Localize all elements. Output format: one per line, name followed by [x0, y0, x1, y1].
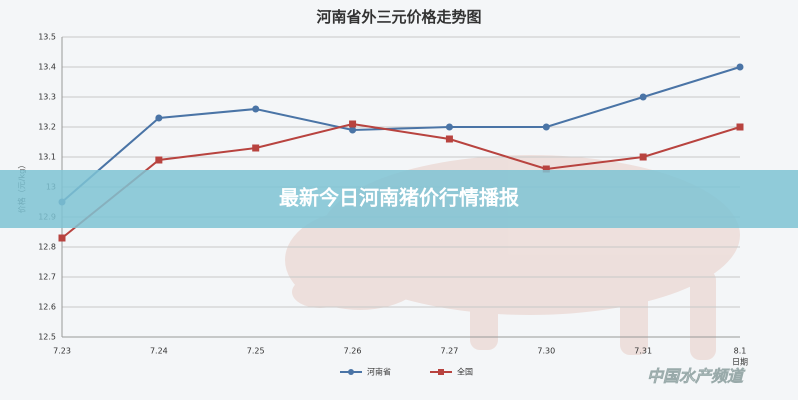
x-tick-label: 7.26: [344, 347, 362, 356]
x-tick-label: 7.27: [441, 347, 459, 356]
series-line: [61, 66, 741, 203]
point: [639, 93, 647, 101]
x-tick-label: 8.1: [734, 347, 747, 356]
legend-label: 河南省: [367, 367, 391, 377]
y-tick-label: 12.8: [38, 243, 56, 252]
y-tick-label: 13.3: [38, 93, 56, 102]
y-tick-label: 13.1: [38, 153, 56, 162]
point: [542, 123, 550, 131]
y-tick-label: 12.5: [38, 333, 56, 342]
point: [252, 105, 260, 113]
watermark: 中国水产频道: [647, 367, 746, 386]
y-tick-label: 12.7: [38, 273, 56, 282]
point: [155, 114, 163, 122]
x-axis-label: 日期: [732, 358, 748, 367]
x-tick-label: 7.30: [537, 347, 555, 356]
x-tick-label: 7.31: [634, 347, 652, 356]
x-tick-label: 7.23: [53, 347, 71, 356]
point: [252, 144, 260, 152]
chart-title: 河南省外三元价格走势图: [316, 8, 481, 26]
point: [445, 135, 453, 143]
point: [736, 63, 744, 71]
point: [445, 123, 453, 131]
point: [542, 165, 550, 173]
y-tick-label: 12.6: [38, 303, 56, 312]
legend-label: 全国: [457, 367, 473, 377]
x-tick-label: 7.25: [247, 347, 265, 356]
plot: 12.512.612.712.812.91313.113.213.313.413…: [38, 33, 746, 377]
y-tick-label: 13.5: [38, 33, 56, 42]
legend-marker: [438, 369, 444, 375]
banner-bg: [0, 170, 798, 228]
point: [639, 153, 647, 161]
point: [736, 123, 744, 131]
point: [58, 234, 66, 242]
point: [349, 120, 357, 128]
point: [349, 126, 357, 134]
y-tick-label: 13.2: [38, 123, 56, 132]
series-line: [61, 122, 741, 239]
y-tick-label: 13.4: [38, 63, 56, 72]
point: [155, 156, 163, 164]
legend-marker: [348, 369, 354, 375]
x-tick-label: 7.24: [150, 347, 168, 356]
banner-title: 最新今日河南猪价行情播报: [279, 186, 519, 210]
